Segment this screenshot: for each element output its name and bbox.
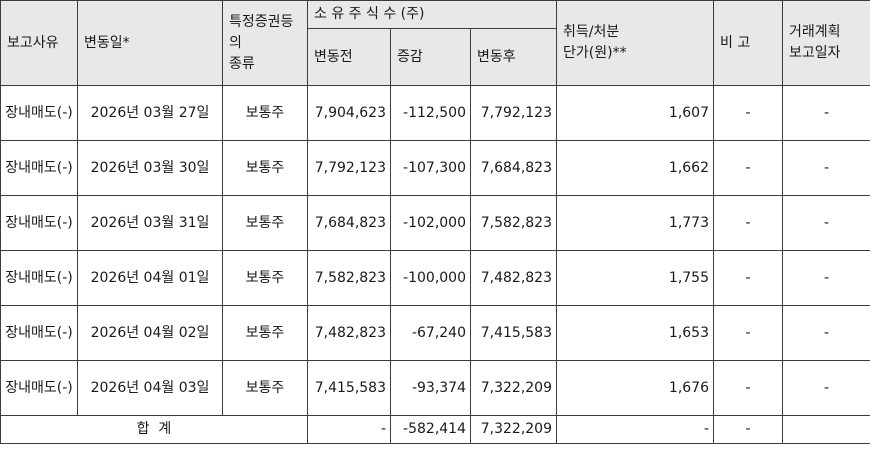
change-date-cell: 2026년 04월 03일 [77,360,223,416]
total-after-change-cell: 7,322,209 [470,415,557,444]
after-change-cell: 7,415,583 [470,305,557,361]
change-date-cell: 2026년 04월 02일 [77,305,223,361]
table-row: 장내매도(-) 2026년 04월 01일 보통주 7,582,823 -100… [0,250,870,306]
change-amount-cell: -107,300 [390,140,471,196]
before-change-cell: 7,904,623 [307,85,391,141]
change-amount-cell: -93,374 [390,360,471,416]
before-change-cell: 7,415,583 [307,360,391,416]
table-row: 장내매도(-) 2026년 03월 31일 보통주 7,684,823 -102… [0,195,870,251]
before-change-cell: 7,482,823 [307,305,391,361]
remarks-cell: - [713,250,783,306]
after-change-cell: 7,482,823 [470,250,557,306]
remarks-cell: - [713,140,783,196]
total-plan-report-date-cell [782,415,870,444]
report-reason-cell: 장내매도(-) [0,140,78,196]
security-type-cell: 보통주 [222,250,308,306]
security-type-cell: 보통주 [222,305,308,361]
change-date-cell: 2026년 03월 27일 [77,85,223,141]
total-remarks-cell: - [713,415,783,444]
col-header-plan-report-date: 거래계획 보고일자 [782,0,870,86]
unit-price-cell: 1,653 [556,305,714,361]
total-before-change-cell: - [307,415,391,444]
unit-price-cell: 1,662 [556,140,714,196]
remarks-cell: - [713,360,783,416]
col-header-report-reason: 보고사유 [0,0,78,86]
change-date-cell: 2026년 03월 30일 [77,140,223,196]
col-header-unit-price: 취득/처분 단가(원)** [556,0,714,86]
remarks-cell: - [713,85,783,141]
plan-report-date-cell: - [782,305,870,361]
total-label-cell: 합 계 [0,415,308,444]
table-row: 장내매도(-) 2026년 04월 02일 보통주 7,482,823 -67,… [0,305,870,361]
table-row: 장내매도(-) 2026년 03월 27일 보통주 7,904,623 -112… [0,85,870,141]
after-change-cell: 7,684,823 [470,140,557,196]
after-change-cell: 7,322,209 [470,360,557,416]
report-reason-cell: 장내매도(-) [0,360,78,416]
table-header: 보고사유 변동일* 특정증권등의 종류 소 유 주 식 수 (주) 취득/처분 … [0,0,870,86]
report-reason-cell: 장내매도(-) [0,195,78,251]
change-date-cell: 2026년 04월 01일 [77,250,223,306]
plan-report-date-cell: - [782,85,870,141]
col-header-after-change: 변동후 [470,28,557,86]
change-amount-cell: -112,500 [390,85,471,141]
col-header-before-change: 변동전 [307,28,391,86]
after-change-cell: 7,582,823 [470,195,557,251]
security-type-cell: 보통주 [222,85,308,141]
remarks-cell: - [713,195,783,251]
col-header-remarks: 비 고 [713,0,783,86]
table-row: 장내매도(-) 2026년 03월 30일 보통주 7,792,123 -107… [0,140,870,196]
col-header-shares-owned-group: 소 유 주 식 수 (주) [307,0,557,29]
total-row: 합 계 - -582,414 7,322,209 - - [0,415,870,444]
table-footer: 합 계 - -582,414 7,322,209 - - [0,415,870,444]
remarks-cell: - [713,305,783,361]
unit-price-cell: 1,607 [556,85,714,141]
report-reason-cell: 장내매도(-) [0,250,78,306]
report-reason-cell: 장내매도(-) [0,85,78,141]
plan-report-date-cell: - [782,140,870,196]
change-date-cell: 2026년 03월 31일 [77,195,223,251]
plan-report-date-cell: - [782,195,870,251]
report-reason-cell: 장내매도(-) [0,305,78,361]
col-header-security-type: 특정증권등의 종류 [222,0,308,86]
before-change-cell: 7,792,123 [307,140,391,196]
change-amount-cell: -102,000 [390,195,471,251]
unit-price-cell: 1,676 [556,360,714,416]
plan-report-date-cell: - [782,360,870,416]
security-type-cell: 보통주 [222,140,308,196]
after-change-cell: 7,792,123 [470,85,557,141]
change-amount-cell: -100,000 [390,250,471,306]
total-change-amount-cell: -582,414 [390,415,471,444]
before-change-cell: 7,582,823 [307,250,391,306]
before-change-cell: 7,684,823 [307,195,391,251]
table-row: 장내매도(-) 2026년 04월 03일 보통주 7,415,583 -93,… [0,360,870,416]
security-type-cell: 보통주 [222,195,308,251]
unit-price-cell: 1,773 [556,195,714,251]
col-header-change-amount: 증감 [390,28,471,86]
total-unit-price-cell: - [556,415,714,444]
unit-price-cell: 1,755 [556,250,714,306]
table-body: 장내매도(-) 2026년 03월 27일 보통주 7,904,623 -112… [0,85,870,416]
col-header-change-date: 변동일* [77,0,223,86]
change-amount-cell: -67,240 [390,305,471,361]
security-type-cell: 보통주 [222,360,308,416]
plan-report-date-cell: - [782,250,870,306]
